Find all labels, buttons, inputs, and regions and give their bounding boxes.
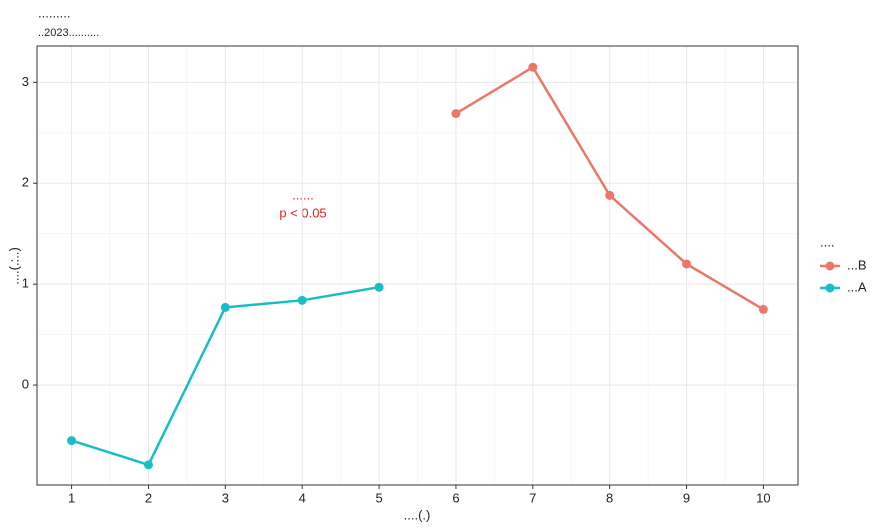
point [758,304,768,314]
point [220,302,230,312]
x-tick-label: 2 [145,490,152,505]
x-tick-label: 10 [756,490,770,505]
x-tick-label: 3 [222,490,229,505]
y-tick-label: 2 [22,175,29,190]
y-tick-label: 0 [22,377,29,392]
chart-subtitle: ..2023.......... [38,27,99,39]
y-tick-label: 3 [22,74,29,89]
chart-title: ......... [38,5,71,20]
x-tick-label: 8 [606,490,613,505]
x-tick-label: 6 [452,490,459,505]
x-tick-label: 5 [375,490,382,505]
annotation: p < 0.05 [279,205,326,220]
point [682,259,692,269]
legend-swatch [825,283,835,293]
point [374,282,384,292]
point [143,460,153,470]
legend-title: .... [820,234,834,249]
plot-border [36,45,799,486]
y-tick-label: 1 [22,276,29,291]
y-axis-label: ....(.:..) [6,247,21,285]
x-tick-label: 9 [683,490,690,505]
point [67,436,77,446]
point [297,295,307,305]
x-axis-label: ....(.) [404,507,431,522]
annotation: ...... [292,187,314,202]
x-tick-label: 7 [529,490,536,505]
legend-swatch [825,261,835,271]
point [451,109,461,119]
point [605,190,615,200]
point [528,62,538,72]
x-tick-label: 4 [299,490,306,505]
x-tick-label: 1 [68,490,75,505]
legend-label: ...A [847,279,867,294]
legend-label: ...B [847,257,867,272]
